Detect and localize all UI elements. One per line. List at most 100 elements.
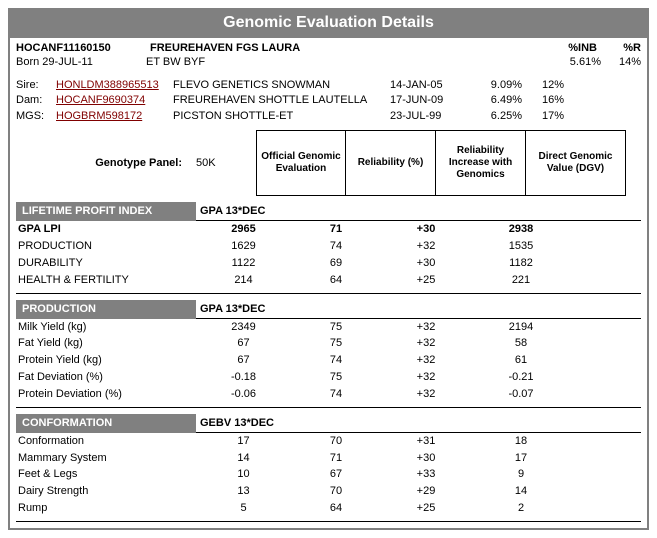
pedigree-row: Sire:HONLDM388965513FLEVO GENETICS SNOWM…	[16, 78, 641, 93]
cell-reliability: 71	[291, 451, 381, 466]
cell-rel-increase: +32	[381, 320, 471, 335]
cell-reliability: 70	[291, 484, 381, 499]
cell-rel-increase: +30	[381, 222, 471, 237]
pedigree-link[interactable]: HOCANF9690374	[56, 94, 145, 106]
cell-oge: 13	[196, 484, 291, 499]
pedigree-link[interactable]: HONLDM388965513	[56, 79, 159, 91]
table-row: Fat Deviation (%)-0.1875+32-0.21	[16, 369, 641, 386]
cell-reliability: 75	[291, 370, 381, 385]
content-area: HOCANF11160150 FREUREHAVEN FGS LAURA %IN…	[10, 38, 647, 528]
cell-dgv: 17	[471, 451, 571, 466]
cell-oge: -0.18	[196, 370, 291, 385]
cell-oge: 67	[196, 353, 291, 368]
table-row: Fat Yield (kg)6775+3258	[16, 335, 641, 352]
cell-reliability: 74	[291, 387, 381, 402]
cell-oge: 5	[196, 501, 291, 516]
pedigree-link-cell: HOGBRM598172	[56, 109, 171, 124]
cell-dgv: -0.21	[471, 370, 571, 385]
cell-dgv: 2	[471, 501, 571, 516]
row-label: Dairy Strength	[16, 484, 196, 499]
cell-reliability: 75	[291, 336, 381, 351]
cell-rel-increase: +25	[381, 501, 471, 516]
page-title: Genomic Evaluation Details	[10, 10, 647, 38]
cell-rel-increase: +30	[381, 451, 471, 466]
row-label: Feet & Legs	[16, 467, 196, 482]
cell-dgv: 1535	[471, 239, 571, 254]
born-label: Born 29-JUL-11	[16, 56, 146, 68]
cell-reliability: 71	[291, 222, 381, 237]
pedigree-block: Sire:HONLDM388965513FLEVO GENETICS SNOWM…	[16, 78, 641, 124]
pedigree-date: 14-JAN-05	[390, 78, 480, 93]
section-subtitle: GPA 13*DEC	[196, 202, 641, 221]
cell-dgv: 18	[471, 434, 571, 449]
cell-reliability: 70	[291, 434, 381, 449]
row-label: Rump	[16, 501, 196, 516]
cell-dgv: 61	[471, 353, 571, 368]
row-label: Protein Yield (kg)	[16, 353, 196, 368]
cell-reliability: 64	[291, 501, 381, 516]
pedigree-inb: 9.09%	[482, 78, 522, 93]
col-header-rel-increase: Reliability Increase with Genomics	[436, 130, 526, 196]
cell-rel-increase: +32	[381, 387, 471, 402]
cell-rel-increase: +29	[381, 484, 471, 499]
cell-oge: -0.06	[196, 387, 291, 402]
cell-oge: 2965	[196, 222, 291, 237]
section-subtitle: GPA 13*DEC	[196, 300, 641, 319]
animal-name: FREUREHAVEN FGS LAURA	[150, 42, 533, 54]
table-row: Milk Yield (kg)234975+322194	[16, 319, 641, 336]
cell-rel-increase: +32	[381, 239, 471, 254]
cell-oge: 1629	[196, 239, 291, 254]
pedigree-r: 16%	[524, 93, 564, 108]
table-row: GPA LPI296571+302938	[16, 221, 641, 238]
cell-oge: 14	[196, 451, 291, 466]
cell-reliability: 64	[291, 273, 381, 288]
cell-rel-increase: +25	[381, 273, 471, 288]
cell-dgv: 58	[471, 336, 571, 351]
table-row: PRODUCTION162974+321535	[16, 238, 641, 255]
section-body: Milk Yield (kg)234975+322194Fat Yield (k…	[16, 319, 641, 408]
col-header-reliability: Reliability (%)	[346, 130, 436, 196]
cell-dgv: 2938	[471, 222, 571, 237]
inb-header: %INB	[537, 42, 597, 54]
cell-dgv: 221	[471, 273, 571, 288]
cell-oge: 2349	[196, 320, 291, 335]
genotype-panel-value: 50K	[196, 157, 256, 169]
section-title: PRODUCTION	[16, 300, 196, 319]
section-header: PRODUCTIONGPA 13*DEC	[16, 300, 641, 319]
cell-rel-increase: +31	[381, 434, 471, 449]
animal-id: HOCANF11160150	[16, 42, 146, 54]
table-row: DURABILITY112269+301182	[16, 255, 641, 272]
report-container: Genomic Evaluation Details HOCANF1116015…	[8, 8, 649, 530]
row-label: Fat Deviation (%)	[16, 370, 196, 385]
row-label: DURABILITY	[16, 256, 196, 271]
r-header: %R	[601, 42, 641, 54]
pedigree-link-cell: HOCANF9690374	[56, 93, 171, 108]
pedigree-link-cell: HONLDM388965513	[56, 78, 171, 93]
genotype-panel-label: Genotype Panel:	[16, 157, 196, 169]
section-body: GPA LPI296571+302938PRODUCTION162974+321…	[16, 221, 641, 293]
animal-header-row: HOCANF11160150 FREUREHAVEN FGS LAURA %IN…	[16, 42, 641, 54]
table-row: Feet & Legs1067+339	[16, 466, 641, 483]
cell-reliability: 74	[291, 239, 381, 254]
cell-dgv: 1182	[471, 256, 571, 271]
row-label: HEALTH & FERTILITY	[16, 273, 196, 288]
col-header-dgv: Direct Genomic Value (DGV)	[526, 130, 626, 196]
pedigree-date: 23-JUL-99	[390, 109, 480, 124]
pedigree-row: Dam:HOCANF9690374FREUREHAVEN SHOTTLE LAU…	[16, 93, 641, 108]
row-label: PRODUCTION	[16, 239, 196, 254]
cell-dgv: -0.07	[471, 387, 571, 402]
cell-oge: 10	[196, 467, 291, 482]
pedigree-link[interactable]: HOGBRM598172	[56, 110, 142, 122]
genotype-panel-row: Genotype Panel: 50K Official Genomic Eva…	[16, 130, 641, 196]
cell-reliability: 69	[291, 256, 381, 271]
pedigree-label: Dam:	[16, 93, 54, 108]
cell-oge: 67	[196, 336, 291, 351]
cell-oge: 1122	[196, 256, 291, 271]
section-body: Conformation1770+3118Mammary System1471+…	[16, 433, 641, 522]
table-row: HEALTH & FERTILITY21464+25221	[16, 272, 641, 289]
row-label: Conformation	[16, 434, 196, 449]
cell-dgv: 14	[471, 484, 571, 499]
cell-rel-increase: +30	[381, 256, 471, 271]
animal-inb: 5.61%	[541, 56, 601, 68]
animal-r: 14%	[601, 56, 641, 68]
